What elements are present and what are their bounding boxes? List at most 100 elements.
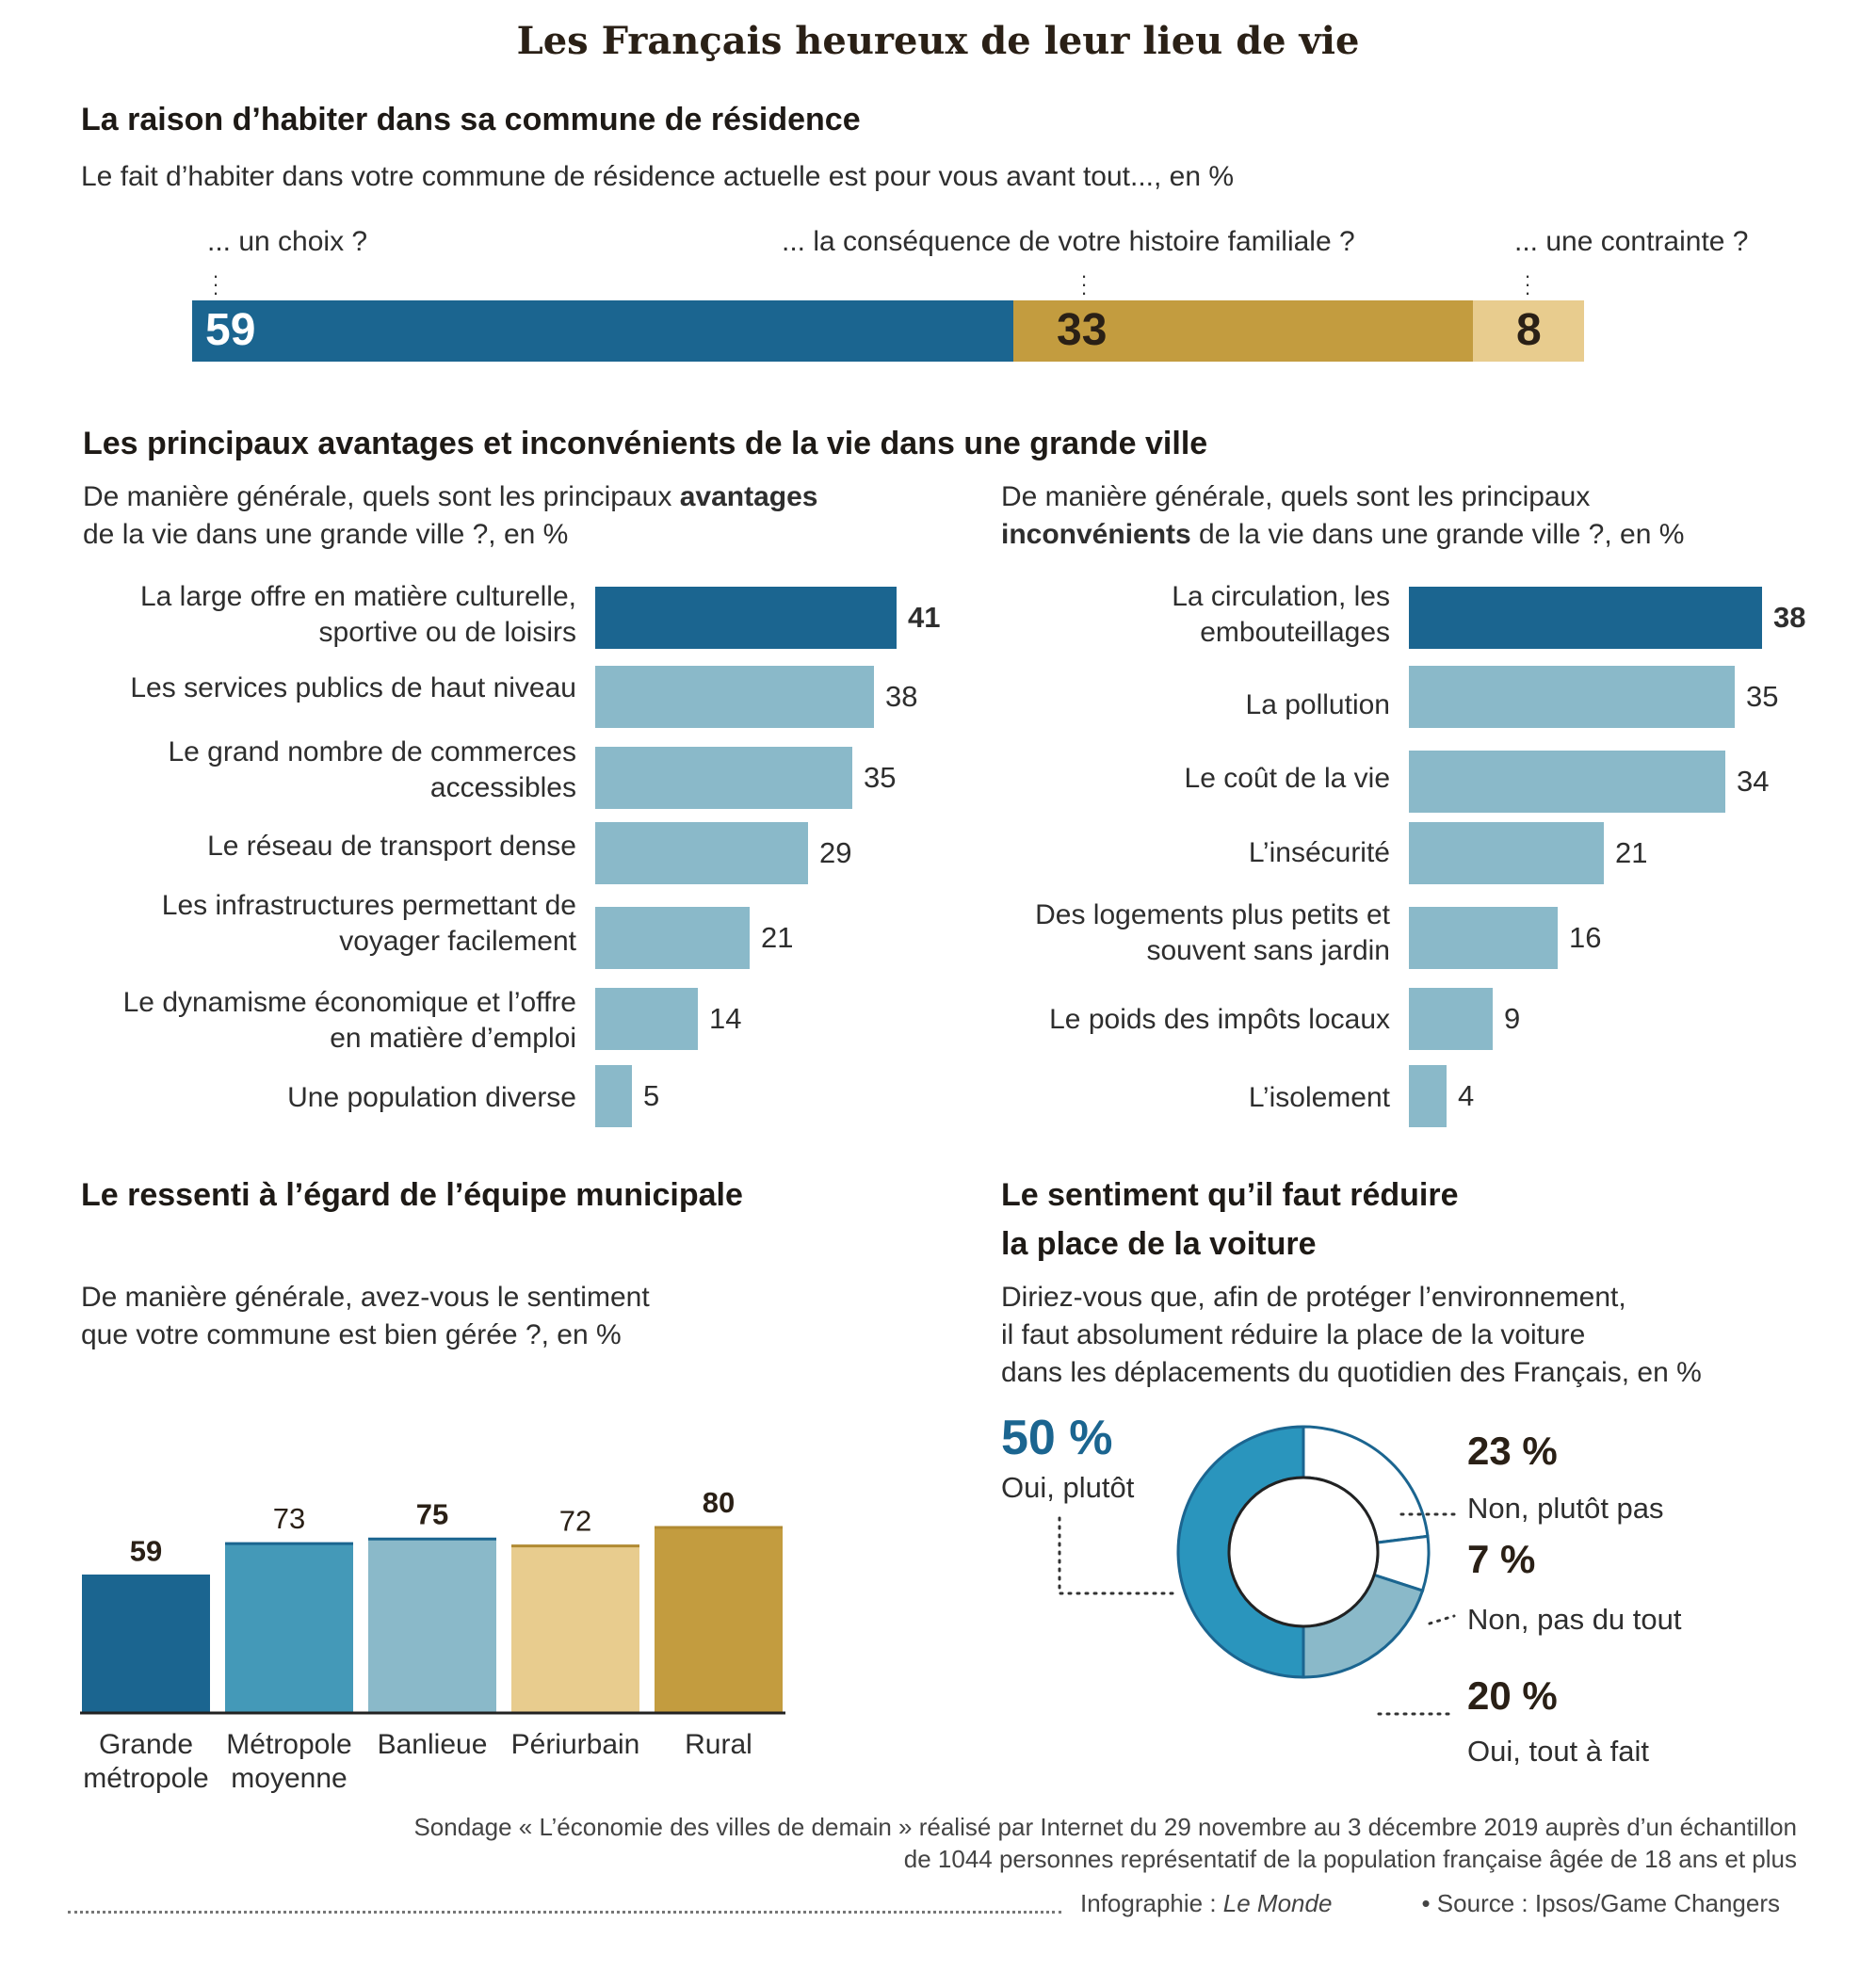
section4-heading-line2: la place de la voiture xyxy=(1001,1226,1317,1262)
column-bar-4 xyxy=(511,1545,639,1712)
drawback-label-5: Des logements plus petits et souvent san… xyxy=(1035,899,1390,966)
section3-question-line1: De manière générale, avez-vous le sentim… xyxy=(81,1282,650,1313)
advantage-bar-5 xyxy=(595,907,750,969)
column-label-3: Banlieue xyxy=(378,1729,488,1760)
footer-note-line1: Sondage « L’économie des villes de demai… xyxy=(413,1813,1797,1841)
footer-source: • Source : Ipsos/Game Changers xyxy=(1421,1889,1780,1917)
section3-heading: Le ressenti à l’égard de l’équipe munici… xyxy=(81,1177,743,1213)
drawback-value-2: 35 xyxy=(1746,680,1779,713)
donut-hole xyxy=(1227,1476,1380,1628)
advantage-label-2: Les services publics de haut niveau xyxy=(130,672,576,703)
advantage-bar-6 xyxy=(595,988,698,1050)
advantage-label-1: La large offre en matière culturelle, sp… xyxy=(139,581,576,648)
drawback-bar-7 xyxy=(1409,1065,1447,1127)
donut-value-1: 20 % xyxy=(1467,1673,1558,1718)
drawback-label-6: Le poids des impôts locaux xyxy=(1049,1004,1390,1035)
stacked-label-3: ... une contrainte ? xyxy=(1514,226,1749,257)
advantage-label-6: Le dynamisme économique et l’offre en ma… xyxy=(122,987,576,1054)
advantage-bar-3 xyxy=(595,747,852,809)
column-value-1: 59 xyxy=(130,1534,162,1567)
advantage-value-5: 21 xyxy=(761,921,794,954)
column-label-5: Rural xyxy=(685,1729,752,1760)
drawback-bar-5 xyxy=(1409,907,1558,969)
advantage-bar-2 xyxy=(595,666,874,728)
donut-value-3: 23 % xyxy=(1467,1429,1558,1473)
footer-note-line2: de 1044 personnes représentatif de la po… xyxy=(903,1845,1797,1873)
advantage-label-4: Le réseau de transport dense xyxy=(207,831,576,862)
drawback-value-4: 21 xyxy=(1615,836,1648,869)
stacked-segment-2: 33 xyxy=(1013,300,1473,362)
advantage-value-4: 29 xyxy=(819,836,852,869)
section3-question-line2: que votre commune est bien gérée ?, en % xyxy=(81,1319,622,1350)
drawbacks-question: De manière générale, quels sont les prin… xyxy=(1001,478,1849,554)
section2-heading: Les principaux avantages et inconvénient… xyxy=(83,426,1208,461)
section4-question-line2: il faut absolument réduire la place de l… xyxy=(1001,1319,1586,1350)
drawback-label-7: L’isolement xyxy=(1248,1082,1390,1113)
donut-label-1: Oui, tout à fait xyxy=(1467,1735,1649,1768)
stacked-bar: 59 33 8 xyxy=(192,300,1584,362)
column-value-2: 73 xyxy=(273,1502,305,1535)
advantage-bar-4 xyxy=(595,822,808,884)
advantages-question: De manière générale, quels sont les prin… xyxy=(83,478,930,554)
column-value-4: 72 xyxy=(559,1505,591,1538)
drawbacks-question-post: de la vie dans une grande ville ?, en % xyxy=(1190,519,1685,550)
stacked-segment-3: 8 xyxy=(1473,300,1584,362)
column-label-2: Métropole xyxy=(226,1729,351,1760)
stacked-dots-1: . . . xyxy=(213,259,219,299)
drawback-label-1: La circulation, les embouteillages xyxy=(1172,581,1390,648)
donut-label-4: Non, pas du tout xyxy=(1467,1603,1682,1636)
drawbacks-question-bold: inconvénients xyxy=(1001,519,1191,550)
advantage-value-6: 14 xyxy=(709,1002,742,1035)
advantage-value-3: 35 xyxy=(864,761,897,794)
section1-heading: La raison d’habiter dans sa commune de r… xyxy=(81,102,861,137)
section1-question: Le fait d’habiter dans votre commune de … xyxy=(81,161,1235,192)
footer-credit-prefix: Infographie : xyxy=(1080,1889,1223,1917)
footer-divider xyxy=(68,1911,1061,1914)
stacked-value-2: 33 xyxy=(1057,305,1108,355)
advantage-value-1: 41 xyxy=(908,601,941,634)
advantage-label-7: Une population diverse xyxy=(287,1082,576,1113)
advantage-value-2: 38 xyxy=(885,680,918,713)
drawback-value-3: 34 xyxy=(1737,765,1770,798)
stacked-dots-2: . . . xyxy=(1081,259,1088,299)
column-bar-1 xyxy=(82,1575,210,1712)
advantages-question-post: de la vie dans une grande ville ?, en % xyxy=(83,519,569,550)
donut-leader-1 xyxy=(1058,1516,1179,1595)
column-bar-2 xyxy=(225,1543,353,1712)
drawbacks-question-pre: De manière générale, quels sont les prin… xyxy=(1001,481,1591,512)
drawback-label-2: La pollution xyxy=(1245,689,1390,720)
advantage-label-5: Les infrastructures permettant de voyage… xyxy=(161,890,576,957)
stacked-dots-3: . . . xyxy=(1525,259,1531,299)
donut-leader-3 xyxy=(1428,1614,1456,1625)
advantage-bar-1 xyxy=(595,587,897,649)
drawback-value-6: 9 xyxy=(1504,1002,1521,1035)
section4-question-line1: Diriez-vous que, afin de protéger l’envi… xyxy=(1001,1282,1626,1313)
drawback-value-5: 16 xyxy=(1569,921,1602,954)
stacked-label-1: ... un choix ? xyxy=(207,226,368,257)
donut-label-3: Non, plutôt pas xyxy=(1467,1492,1664,1525)
advantage-label-3: Le grand nombre de commerces accessibles xyxy=(168,736,576,803)
drawback-label-3: Le coût de la vie xyxy=(1184,763,1390,794)
column-label-1-line2: métropole xyxy=(83,1763,208,1794)
column-bar-3 xyxy=(368,1539,496,1712)
column-label-2-line2: moyenne xyxy=(231,1763,347,1794)
stacked-label-2: ... la conséquence de votre histoire fam… xyxy=(782,226,1355,257)
advantage-value-7: 5 xyxy=(643,1079,660,1112)
section4-heading-line1: Le sentiment qu’il faut réduire xyxy=(1001,1177,1459,1213)
drawback-label-4: L’insécurité xyxy=(1248,837,1390,868)
stacked-value-3: 8 xyxy=(1516,305,1542,355)
drawback-bar-4 xyxy=(1409,822,1604,884)
car-reduction-donut: 50 % Oui, plutôt 23 % Non, plutôt pas 7 % Non… xyxy=(1001,1411,1682,1768)
drawback-value-7: 4 xyxy=(1458,1079,1475,1112)
donut-label-2: Oui, plutôt xyxy=(1001,1471,1135,1504)
column-value-5: 80 xyxy=(703,1486,735,1519)
advantages-question-bold: avantages xyxy=(679,481,818,512)
footer-credit: Infographie : Le Monde xyxy=(1080,1887,1332,1919)
advantage-bar-7 xyxy=(595,1065,632,1127)
infographic-title: Les Français heureux de leur lieu de vie xyxy=(516,19,1360,63)
column-label-1: Grande xyxy=(99,1729,193,1760)
drawback-bar-3 xyxy=(1409,751,1725,813)
drawback-value-1: 38 xyxy=(1773,601,1806,634)
footer-credit-name: Le Monde xyxy=(1222,1889,1333,1917)
